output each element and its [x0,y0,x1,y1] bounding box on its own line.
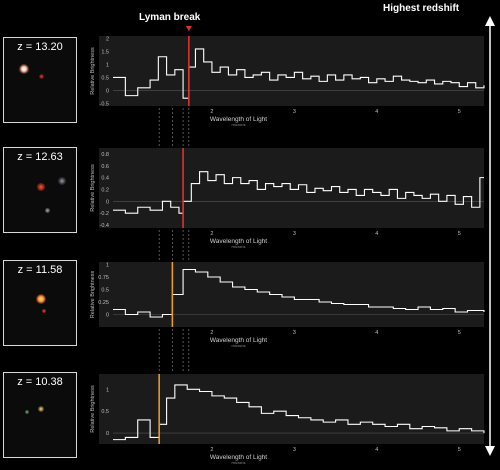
x-tick-label: 5 [458,109,461,115]
x-tick-label: 5 [458,447,461,453]
plot-panel [99,262,484,327]
x-axis-label: Wavelength of Light [210,454,267,461]
arrow-head-up [485,16,495,26]
x-axis-label: Wavelength of Light [210,238,267,245]
redshift-label: z = 11.58 [17,264,63,276]
y-tick-label: 0 [106,431,109,437]
spectrum-line [113,384,485,441]
galaxy-thumbnail: z = 13.20 [3,37,77,123]
highest-redshift-title: Highest redshift [383,3,460,14]
y-tick-label: 0.25 [98,300,109,306]
redshift-label: z = 10.38 [17,376,63,388]
plot-panel [99,374,484,444]
galaxy-glow [38,406,44,412]
y-axis-label: Relative Brightness [90,47,96,95]
x-tick-label: 3 [293,447,296,453]
galaxy-glow [58,177,66,185]
x-tick-label: 2 [210,330,213,336]
x-tick-label: 5 [458,330,461,336]
spectrum-line [113,48,485,99]
galaxy-thumbnail: z = 10.38 [3,372,77,458]
y-tick-label: 2 [106,37,109,43]
y-tick-label: 0.5 [101,409,109,415]
galaxy-glow [37,183,45,191]
galaxy-glow [36,294,46,304]
y-tick-label: 0.5 [101,288,109,294]
galaxy-thumbnail: z = 11.58 [3,260,77,346]
x-tick-label: 4 [375,109,378,115]
x-axis-unit: microns [231,122,245,127]
x-tick-label: 2 [210,447,213,453]
y-tick-label: 0.5 [101,75,109,81]
x-tick-label: 4 [375,330,378,336]
y-tick-label: 1 [106,263,109,269]
y-tick-label: 0.75 [98,275,109,281]
plot-panel [99,36,484,106]
y-axis-label: Relative Brightness [90,271,96,319]
redshift-label: z = 13.20 [17,41,63,53]
galaxy-glow [39,74,44,79]
y-tick-label: -0.2 [100,211,109,217]
y-tick-label: 0.8 [101,152,109,158]
y-tick-label: 1 [106,63,109,69]
x-axis-label: Wavelength of Light [210,116,267,123]
y-tick-label: -0.4 [100,223,109,229]
spectrum-line [113,171,484,214]
x-tick-label: 4 [375,231,378,237]
galaxy-thumbnail: z = 12.63 [3,147,77,233]
x-tick-label: 3 [293,109,296,115]
y-tick-label: 0 [106,199,109,205]
x-tick-label: 5 [458,231,461,237]
redshift-label: z = 12.63 [17,151,63,163]
x-tick-label: 3 [293,231,296,237]
y-tick-label: 0 [106,313,109,319]
y-tick-label: 1.5 [101,50,109,56]
x-tick-label: 3 [293,330,296,336]
galaxy-glow [19,64,29,74]
y-tick-label: 0 [106,88,109,94]
galaxy-glow [45,208,50,213]
x-axis-unit: microns [231,460,245,465]
x-axis-unit: microns [231,244,245,249]
red-triangle-marker-icon [185,26,192,31]
x-tick-label: 2 [210,231,213,237]
x-tick-label: 4 [375,447,378,453]
x-axis-unit: microns [231,343,245,348]
y-axis-label: Relative Brightness [90,164,96,212]
galaxy-glow [42,309,46,313]
y-tick-label: 0.6 [101,164,109,170]
plot-panel [99,148,484,228]
y-tick-label: 0.4 [101,176,109,182]
y-axis-label: Relative Brightness [90,385,96,433]
arrow-head-down [485,446,495,456]
y-tick-label: 0.2 [101,187,109,193]
y-tick-label: -0.5 [100,101,109,107]
x-tick-label: 2 [210,109,213,115]
y-tick-label: 1 [106,387,109,393]
lyman-break-title: Lyman break [139,12,201,23]
galaxy-glow [25,410,29,414]
x-axis-label: Wavelength of Light [210,337,267,344]
